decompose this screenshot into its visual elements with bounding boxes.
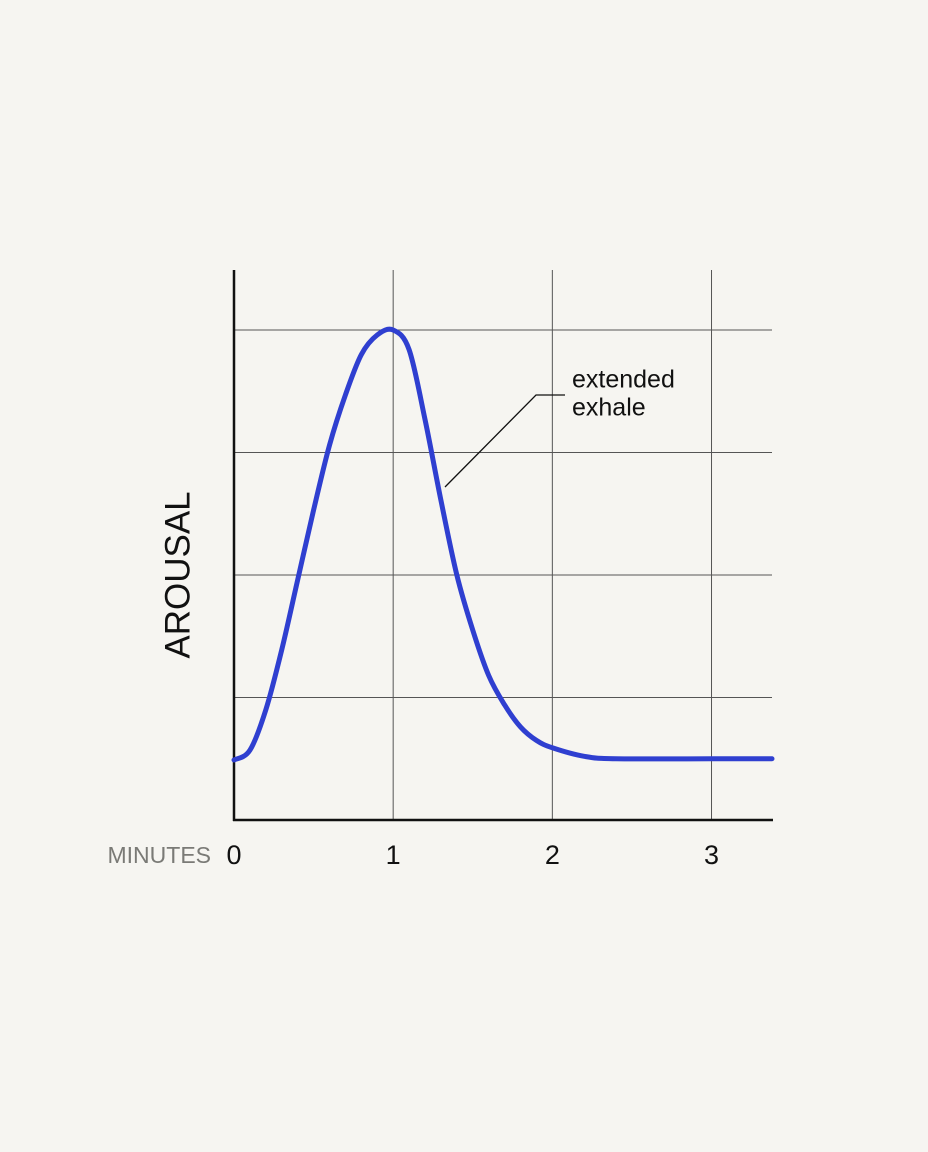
x-axis-label: MINUTES — [108, 842, 212, 868]
plot — [231, 326, 775, 763]
annotation-leader — [444, 394, 565, 488]
y-axis-label: AROUSAL — [158, 491, 197, 658]
annotation: exhale — [572, 394, 646, 422]
x-tick-label: 3 — [704, 840, 719, 870]
line — [231, 326, 775, 763]
x-tick-label: 0 — [226, 840, 241, 870]
annotation: extended — [572, 366, 675, 394]
x-tick-label: 2 — [545, 840, 560, 870]
x-tick-label: 1 — [386, 840, 401, 870]
